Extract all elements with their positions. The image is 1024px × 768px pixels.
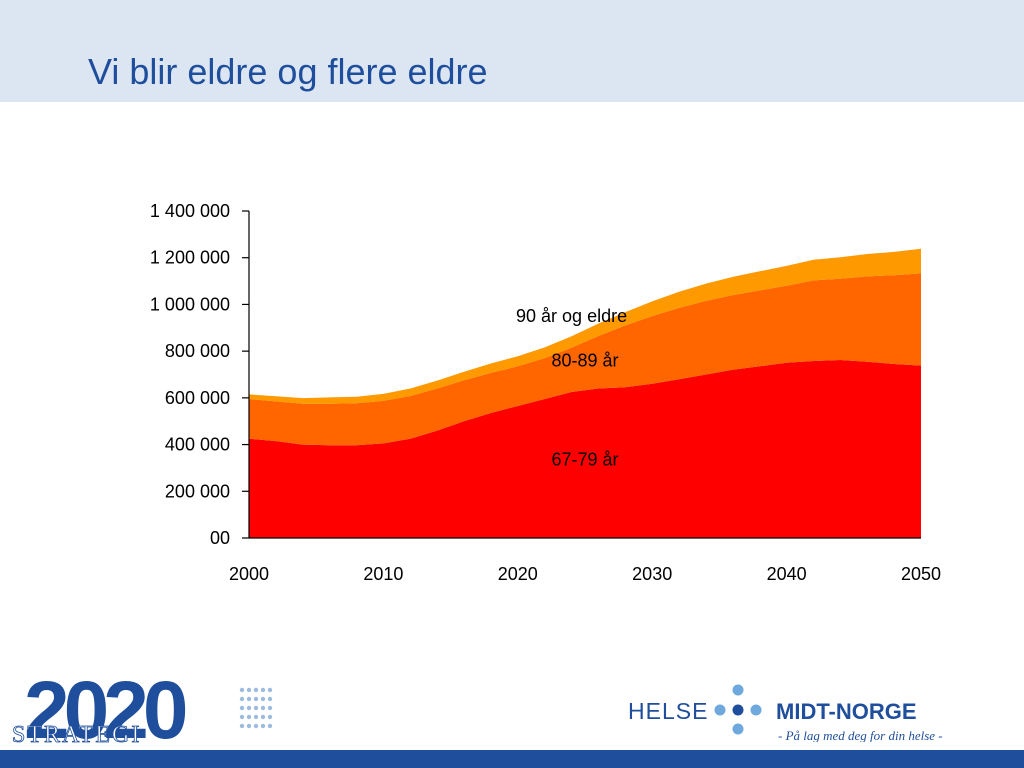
logo-dot [246,705,252,711]
logo-dot [239,696,245,702]
logo-dot [253,723,259,729]
logo-midt-norge-text: MIDT-NORGE [776,699,917,724]
logo-dot [253,705,259,711]
logo-dot [267,687,273,693]
logo-dot [246,687,252,693]
logo-dot-bottom [732,723,744,735]
series-annotation: 90 år og eldre [516,306,627,326]
y-tick-label: 1 000 000 [150,294,230,314]
logo-dot [267,705,273,711]
y-tick-label: 1 400 000 [150,201,230,221]
logo-dot [239,714,245,720]
y-tick-label: 200 000 [165,481,230,501]
logo-dot [253,714,259,720]
slide-title: Vi blir eldre og flere eldre [88,51,488,92]
series-annotation: 67-79 år [551,450,618,470]
logo-dot [246,696,252,702]
logo-dot [239,723,245,729]
series-layer [249,248,921,538]
annotation-layer: 90 år og eldre 80-89 år 67-79 år [516,306,627,470]
area-series-1 [249,360,921,538]
x-tick-label: 2030 [632,564,672,584]
logo-helse-text: HELSE [628,698,708,724]
x-tick-label: 2050 [901,564,941,584]
x-tick-label: 2010 [363,564,403,584]
logo-dot [260,696,266,702]
footer-bar [0,750,1024,768]
y-tick-label: 400 000 [165,435,230,455]
logo-dot-grid [239,687,273,729]
logo-cross-dots [714,684,762,735]
logo-year-text: 2020 [24,672,186,750]
helse-midt-norge-logo: HELSE MIDT-NORGE - På lag med deg for di… [628,684,943,742]
y-tick-label: 800 000 [165,341,230,361]
logo-dot [260,687,266,693]
logo-dot [239,705,245,711]
logo-dot [260,705,266,711]
logo-tagline: - På lag med deg for din helse - [778,728,943,742]
x-tick-label: 2000 [229,564,269,584]
logo-dot-center [732,704,744,716]
x-tick-label: 2020 [498,564,538,584]
area-series-3 [249,248,921,404]
area-series-2 [249,273,921,446]
y-tick-label: 1 200 000 [150,248,230,268]
logo-dot-top [732,684,744,696]
logo-dot [267,696,273,702]
logo-dot [260,714,266,720]
logo-strategi-text: STRATEGI [12,722,141,748]
y-tick-label: 00 [210,528,230,548]
logo-dot [246,714,252,720]
logo-dot [253,687,259,693]
title-band [0,0,1024,102]
strategi-2020-logo: 2020 STRATEGI [12,672,273,750]
logo-dot-right [750,704,762,716]
logo-dot [267,714,273,720]
axis-layer: 00 200 000 400 000 600 000 800 000 1 000 000 1… [150,201,941,584]
logo-dot [260,723,266,729]
logo-dot [239,687,245,693]
stacked-area-chart: 00 200 000 400 000 600 000 800 000 1 000 000 1… [150,201,941,584]
logo-dot [267,723,273,729]
logo-dot [253,696,259,702]
y-tick-label: 600 000 [165,388,230,408]
series-annotation: 80-89 år [551,350,618,370]
logo-dot [246,723,252,729]
x-tick-label: 2040 [767,564,807,584]
logo-dot-left [714,704,726,716]
